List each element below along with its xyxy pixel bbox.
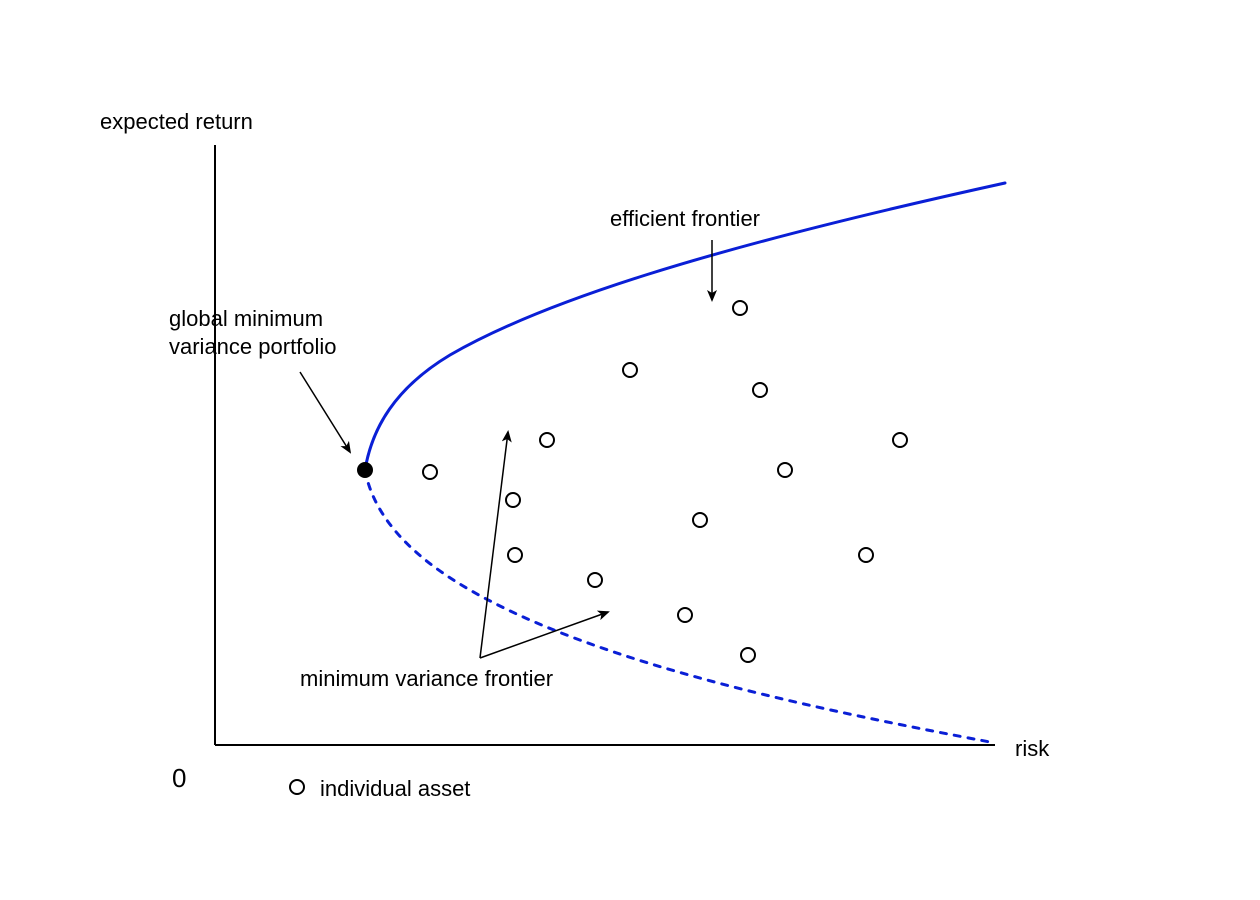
asset-marker [778,463,792,477]
asset-marker [423,465,437,479]
asset-marker [540,433,554,447]
efficient-frontier-label: efficient frontier [610,205,760,233]
asset-marker [506,493,520,507]
x-axis-label: risk [1015,735,1049,763]
asset-marker [893,433,907,447]
arrow-mvf-lower [480,612,608,658]
efficient-frontier-chart: expected return risk 0 efficient frontie… [0,0,1260,900]
y-axis-label: expected return [100,108,253,136]
asset-marker [678,608,692,622]
asset-marker [753,383,767,397]
asset-marker [733,301,747,315]
origin-label: 0 [172,762,186,795]
asset-markers-group [423,301,907,662]
legend-marker-icon [290,780,304,794]
gmv-point [357,462,373,478]
arrow-gmv [300,372,350,452]
arrow-mvf-upper [480,432,508,658]
asset-marker [693,513,707,527]
asset-marker [588,573,602,587]
mvf-label: minimum variance frontier [300,665,553,693]
lower-frontier-curve [365,470,990,742]
asset-marker [741,648,755,662]
asset-marker [859,548,873,562]
gmv-label: global minimum variance portfolio [169,305,337,360]
legend-label: individual asset [320,775,470,803]
asset-marker [623,363,637,377]
asset-marker [508,548,522,562]
